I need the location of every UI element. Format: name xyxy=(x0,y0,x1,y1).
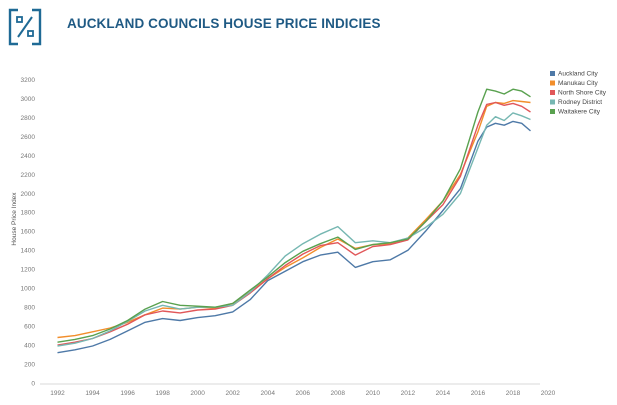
y-axis-label: House Price Index xyxy=(11,192,18,246)
x-tick-label: 2016 xyxy=(471,390,486,397)
y-tick-label: 2600 xyxy=(21,134,36,141)
y-tick-label: 0 xyxy=(31,380,35,387)
page-title: AUCKLAND COUNCILS HOUSE PRICE INDICIES xyxy=(67,16,381,31)
legend-label: Rodney District xyxy=(558,99,602,106)
y-tick-label: 600 xyxy=(24,323,35,330)
series-line-north-shore-city xyxy=(57,101,531,346)
series-line-rodney-district xyxy=(57,112,531,347)
y-tick-label: 1000 xyxy=(21,286,36,293)
series-line-manukau-city xyxy=(57,99,531,339)
x-tick-label: 2012 xyxy=(401,390,416,397)
y-tick-label: 1200 xyxy=(21,267,36,274)
y-axis: 0 200 400 600 800 1000 1200 1400 1600 1800 2000 220… xyxy=(21,77,36,387)
x-tick-label: 2018 xyxy=(506,390,521,397)
x-axis: 1992 1994 1996 1998 2000 2002 2004 2006 2008 2010… xyxy=(50,390,555,397)
y-tick-label: 3200 xyxy=(21,77,36,84)
y-tick-label: 400 xyxy=(24,342,35,349)
legend-label: North Shore City xyxy=(558,90,607,97)
y-tick-label: 2200 xyxy=(21,172,36,179)
x-tick-label: 2010 xyxy=(366,390,381,397)
x-tick-label: 2004 xyxy=(260,390,275,397)
x-tick-label: 2014 xyxy=(436,390,451,397)
y-tick-label: 200 xyxy=(24,361,35,368)
y-tick-label: 1800 xyxy=(21,210,36,217)
x-tick-label: 2008 xyxy=(331,390,346,397)
series-line-auckland-city xyxy=(57,120,531,354)
x-tick-label: 1998 xyxy=(155,390,170,397)
x-tick-label: 2006 xyxy=(296,390,311,397)
series-line-waitakere-city xyxy=(57,88,531,343)
legend-swatch xyxy=(550,99,555,105)
legend-swatch xyxy=(550,71,555,76)
x-tick-label: 1992 xyxy=(50,390,65,397)
legend-swatch xyxy=(550,90,555,95)
series-lines xyxy=(57,88,531,354)
legend-swatch xyxy=(550,109,555,114)
x-tick-label: 2002 xyxy=(225,390,240,397)
y-tick-label: 3000 xyxy=(21,96,36,103)
percent-logo-icon xyxy=(8,8,42,46)
legend-swatch xyxy=(550,80,555,86)
y-tick-label: 800 xyxy=(24,304,35,311)
y-tick-label: 2800 xyxy=(21,115,36,122)
x-tick-label: 1996 xyxy=(120,390,135,397)
legend-label: Auckland City xyxy=(558,71,598,78)
x-tick-label: 2020 xyxy=(541,390,556,397)
legend: Auckland City Manukau City North Shore Cit… xyxy=(550,71,607,116)
y-tick-label: 1600 xyxy=(21,229,36,236)
legend-label: Manukau City xyxy=(558,80,598,87)
legend-label: Waitakere City xyxy=(558,109,601,116)
x-tick-label: 2000 xyxy=(190,390,205,397)
y-tick-label: 2400 xyxy=(21,153,36,160)
y-tick-label: 2000 xyxy=(21,191,36,198)
y-tick-label: 1400 xyxy=(21,248,36,255)
x-tick-label: 1994 xyxy=(85,390,100,397)
